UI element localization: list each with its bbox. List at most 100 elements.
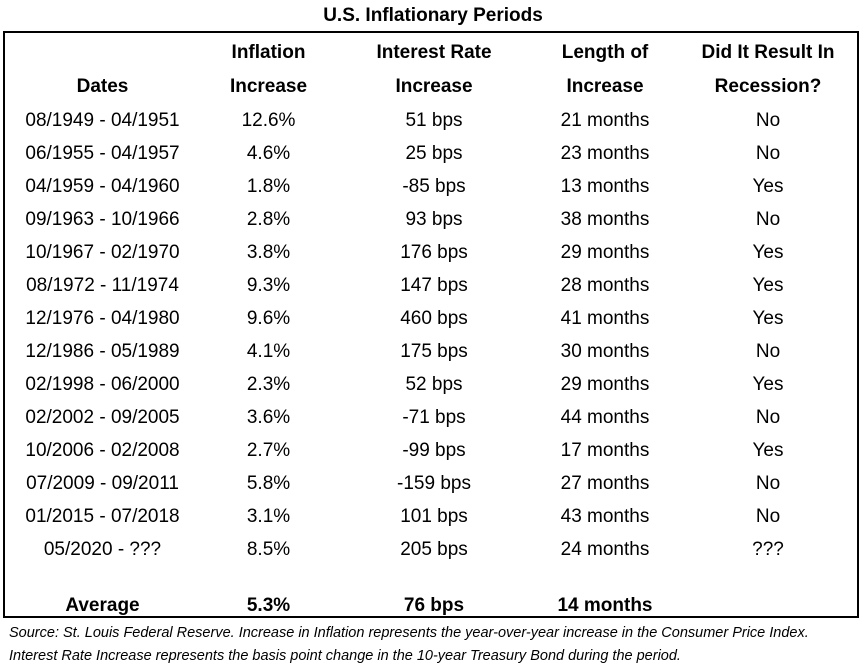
cell-interest: 25 bps — [405, 143, 463, 164]
cell-dates: 07/2009 - 09/2011 — [26, 473, 179, 494]
cell-interest: 205 bps — [400, 539, 468, 560]
cell-recession: No — [755, 506, 781, 527]
table-row: 02/1998 - 06/2000 2.3% 52 bps 29 months Yes — [5, 368, 857, 401]
header-interest-line2: Increase — [395, 76, 473, 97]
table-row: 12/1986 - 05/1989 4.1% 175 bps 30 months No — [5, 335, 857, 368]
cell-interest: 176 bps — [400, 242, 468, 263]
header-length-line1: Length of — [561, 42, 649, 63]
cell-dates: 12/1986 - 05/1989 — [25, 341, 180, 362]
cell-inflation: 9.6% — [246, 308, 291, 329]
cell-inflation: 2.8% — [246, 209, 291, 230]
cell-recession: No — [755, 143, 781, 164]
cell-dates: 10/1967 - 02/1970 — [25, 242, 180, 263]
table-row: 01/2015 - 07/2018 3.1% 101 bps 43 months No — [5, 500, 857, 533]
header-inflation-line1: Inflation — [231, 42, 306, 63]
average-label: Average — [65, 595, 140, 616]
cell-length: 28 months — [560, 275, 650, 296]
table-row: 12/1976 - 04/1980 9.6% 460 bps 41 months Yes — [5, 302, 857, 335]
header-length-line2: Increase — [566, 76, 644, 97]
table-row: 09/1963 - 10/1966 2.8% 93 bps 38 months No — [5, 203, 857, 236]
cell-inflation: 3.1% — [246, 506, 291, 527]
cell-recession: No — [755, 407, 781, 428]
cell-length: 13 months — [560, 176, 650, 197]
cell-dates: 10/2006 - 02/2008 — [25, 440, 180, 461]
cell-inflation: 9.3% — [246, 275, 291, 296]
cell-recession: No — [755, 341, 781, 362]
cell-interest: 460 bps — [400, 308, 468, 329]
cell-length: 44 months — [560, 407, 650, 428]
cell-length: 29 months — [560, 242, 650, 263]
header-interest-line1: Interest Rate — [376, 42, 492, 63]
cell-interest: -85 bps — [402, 176, 466, 197]
cell-inflation: 8.5% — [246, 539, 291, 560]
cell-dates: 12/1976 - 04/1980 — [25, 308, 180, 329]
cell-length: 24 months — [560, 539, 650, 560]
table-row: 08/1949 - 04/1951 12.6% 51 bps 21 months No — [5, 104, 857, 137]
cell-interest: 93 bps — [405, 209, 463, 230]
cell-recession: No — [755, 110, 781, 131]
cell-recession: Yes — [752, 275, 784, 296]
average-recession — [679, 589, 857, 623]
table-row: 04/1959 - 04/1960 1.8% -85 bps 13 months Yes — [5, 170, 857, 203]
cell-length: 29 months — [560, 374, 650, 395]
cell-dates: 09/1963 - 10/1966 — [25, 209, 180, 230]
table-title: U.S. Inflationary Periods — [323, 5, 543, 26]
cell-dates: 01/2015 - 07/2018 — [25, 506, 180, 527]
table-row: 06/1955 - 04/1957 4.6% 25 bps 23 months No — [5, 137, 857, 170]
cell-inflation: 5.8% — [246, 473, 291, 494]
cell-length: 43 months — [560, 506, 650, 527]
average-interest: 76 bps — [403, 595, 465, 616]
cell-recession: Yes — [752, 440, 784, 461]
table-row: 10/1967 - 02/1970 3.8% 176 bps 29 months Yes — [5, 236, 857, 269]
cell-inflation: 3.8% — [246, 242, 291, 263]
table-row: 10/2006 - 02/2008 2.7% -99 bps 17 months Yes — [5, 434, 857, 467]
cell-dates: 06/1955 - 04/1957 — [25, 143, 180, 164]
average-inflation: 5.3% — [246, 595, 291, 616]
cell-length: 23 months — [560, 143, 650, 164]
average-row: Average 5.3% 76 bps 14 months — [5, 589, 857, 623]
cell-inflation: 3.6% — [246, 407, 291, 428]
average-length: 14 months — [557, 595, 653, 616]
cell-dates: 05/2020 - ??? — [43, 539, 162, 560]
cell-interest: 51 bps — [405, 110, 463, 131]
header-row-2: Dates Increase Increase Increase Recessi… — [5, 70, 857, 104]
header-dates-line2: Dates — [76, 76, 129, 97]
header-dates-line1 — [5, 33, 200, 70]
cell-length: 41 months — [560, 308, 650, 329]
cell-dates: 08/1949 - 04/1951 — [25, 110, 180, 131]
cell-interest: 101 bps — [400, 506, 468, 527]
cell-interest: -71 bps — [402, 407, 466, 428]
table-frame: Inflation Interest Rate Length of Did It… — [3, 31, 859, 618]
cell-interest: -99 bps — [402, 440, 466, 461]
cell-recession: No — [755, 209, 781, 230]
cell-inflation: 12.6% — [241, 110, 296, 131]
table-row: 02/2002 - 09/2005 3.6% -71 bps 44 months No — [5, 401, 857, 434]
header-inflation-line2: Increase — [229, 76, 308, 97]
cell-inflation: 4.6% — [246, 143, 291, 164]
cell-interest: -159 bps — [397, 473, 471, 494]
table-body: 08/1949 - 04/1951 12.6% 51 bps 21 months No 0… — [5, 104, 857, 566]
cell-length: 21 months — [560, 110, 650, 131]
table-row: 05/2020 - ??? 8.5% 205 bps 24 months??? — [5, 533, 857, 566]
cell-inflation: 2.3% — [246, 374, 291, 395]
cell-inflation: 4.1% — [246, 341, 291, 362]
cell-interest: 147 bps — [400, 275, 468, 296]
cell-inflation: 2.7% — [246, 440, 291, 461]
cell-dates: 08/1972 - 11/1974 — [26, 275, 179, 296]
cell-dates: 04/1959 - 04/1960 — [25, 176, 180, 197]
cell-interest: 175 bps — [400, 341, 468, 362]
cell-recession: Yes — [752, 242, 784, 263]
cell-length: 17 months — [560, 440, 650, 461]
table-row: 07/2009 - 09/2011 5.8% -159 bps 27 months No — [5, 467, 857, 500]
cell-dates: 02/1998 - 06/2000 — [25, 374, 180, 395]
header-recession-line2: Recession? — [714, 76, 822, 97]
cell-recession: Yes — [752, 176, 784, 197]
spacer-row — [5, 566, 857, 589]
header-recession-line1: Did It Result In — [701, 42, 835, 63]
header-row-1: Inflation Interest Rate Length of Did It… — [5, 33, 857, 70]
cell-recession: Yes — [752, 308, 784, 329]
table-row: 08/1972 - 11/1974 9.3% 147 bps 28 months Yes — [5, 269, 857, 302]
source-note: Source: St. Louis Federal Reserve. Incre… — [9, 625, 809, 664]
cell-recession: No — [755, 473, 781, 494]
cell-dates: 02/2002 - 09/2005 — [25, 407, 180, 428]
